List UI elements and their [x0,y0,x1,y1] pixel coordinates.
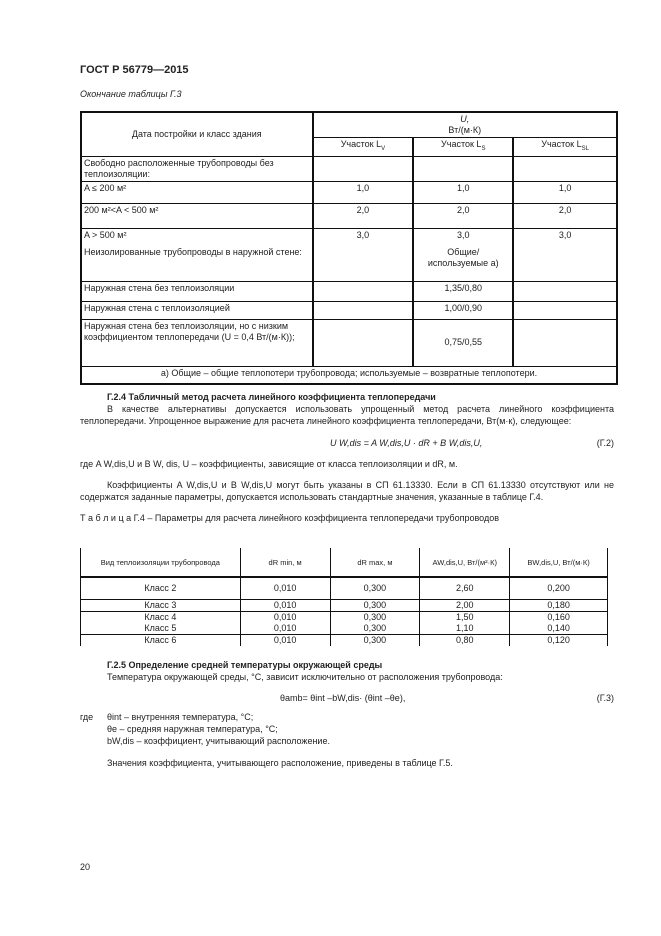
table-cell: 2,0 [512,202,618,229]
table-cell: 0,010 [239,577,331,600]
paragraph: Температура окружающей среды, °С, зависи… [107,672,503,682]
table-row: Класс 5 0,010 0,300 1,10 0,140 [80,622,608,635]
table-cell: 3,0 Общие/ используемые а) [412,227,515,282]
table-cell: 0,300 [329,634,421,646]
table-cell: 1,50 [419,611,511,623]
table-cell: 3,0 [512,227,618,282]
table-cell: 0,010 [239,611,331,623]
table-cell: 0,200 [509,577,608,600]
table-cell: 0,120 [509,634,608,646]
table-caption: Т а б л и ц а Г.4 – Параметры для расчет… [80,513,500,523]
table-cell: 0,160 [509,611,608,623]
table-cell: Класс 3 [80,599,241,612]
table-cell: 1,10 [419,622,511,635]
table-cell: Наружная стена без теплоизоляции [80,280,314,302]
table-cell: 0,300 [329,622,421,635]
table-cell: 0,180 [509,599,608,612]
paragraph: Коэффициенты A W,dis,U и B W,dis,U могут… [80,480,614,502]
document-header: ГОСТ Р 56779—2015 [80,64,189,76]
table-cell: Наружная стена без теплоизоляции, но с н… [80,318,314,367]
table-cell: 1,0 [412,180,515,204]
table-cell: 0,300 [329,577,421,600]
table-cell: 1,0 [312,180,415,204]
paragraph: В качестве альтернативы допускается испо… [80,404,614,426]
table-cell: 2,00 [419,599,511,612]
column-header: dR max, м [329,548,421,578]
table-cell: 200 м²<A < 500 м² [80,202,314,229]
table-cell: 1,00/0,90 [412,300,515,320]
table-cell: 2,0 [412,202,515,229]
table-cell: 2,60 [419,577,511,600]
table-cell: 0,010 [239,634,331,646]
table-cell: 2,0 [312,202,415,229]
column-header-u: U, Вт/(м·К) [312,111,618,138]
table-cell: 3,0 [312,227,415,282]
column-header: Участок LV [312,137,415,157]
section-g24: Г.2.4 Табличный метод расчета линейного … [80,391,614,524]
table-cell: 0,010 [239,599,331,612]
table-footnote: а) Общие – общие теплопотери трубопровод… [80,365,618,385]
table-cell: 0,140 [509,622,608,635]
section-g25: Г.2.5 Определение средней температуры ок… [80,659,614,769]
table-cell: Класс 4 [80,611,241,623]
page-number: 20 [80,862,91,872]
table-cell: 1,35/0,80 [412,280,515,302]
table-g4: Вид теплоизоляции трубопровода dR min, м… [80,548,608,646]
table-cell: A ≤ 200 м² [80,180,314,204]
table-g3: Дата постройки и класс здания U, Вт/(м·К)… [80,111,618,386]
table-row: Класс 3 0,010 0,300 2,00 0,180 [80,599,608,612]
table-cell: 0,300 [329,611,421,623]
table-cell: Наружная стена с теплоизоляцией [80,300,314,320]
table-cell: 1,0 [512,180,618,204]
table-cell: 0,010 [239,622,331,635]
column-header: dR min, м [239,548,331,578]
table-cell: Класс 5 [80,622,241,635]
table-cell: 0,300 [329,599,421,612]
paragraph: где A W,dis,U и B W, dis, U – коэффициен… [80,459,458,469]
column-header: BW,dis,U, Вт/(м·К) [509,548,608,578]
table-caption: Окончание таблицы Г.3 [80,89,182,99]
table-cell: Класс 2 [80,577,241,600]
table-row: Класс 6 0,010 0,300 0,80 0,120 [80,634,608,646]
column-header: Участок LS [412,137,515,157]
section-title: Г.2.5 Определение средней температуры ок… [107,660,383,670]
formula-g2: U W,dis = A W,dis,U · dR + B W,dis,U, (Г.… [330,438,614,448]
table-cell: 0,75/0,55 [412,318,515,367]
column-header: AW,dis,U, Вт/(м²·К) [419,548,511,578]
where-list: где θint – внутренняя температура, °С; θe… [80,712,330,746]
table-cell: 0,80 [419,634,511,646]
column-header: Дата постройки и класс здания [80,111,314,157]
table-cell: Свободно расположенные трубопроводы без … [80,155,314,182]
table-row: Класс 4 0,010 0,300 1,50 0,160 [80,611,608,623]
table-cell: A > 500 м² Неизолированные трубопроводы в… [80,227,314,282]
table-row: Класс 2 0,010 0,300 2,60 0,200 [80,577,608,600]
section-title: Г.2.4 Табличный метод расчета линейного … [107,392,436,402]
column-header: Вид теплоизоляции трубопровода [80,548,241,578]
table-cell: Класс 6 [80,634,241,646]
column-header: Участок LSL [512,137,618,157]
formula-g3: θamb= θint –bW,dis· (θint –θe), (Г.3) [280,693,614,703]
paragraph: Значения коэффициента, учитывающего расп… [107,758,453,768]
